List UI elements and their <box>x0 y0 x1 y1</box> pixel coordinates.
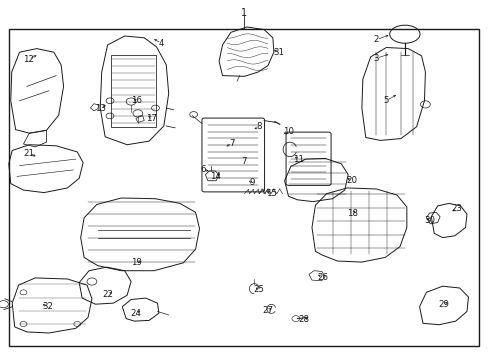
Text: 32: 32 <box>42 302 53 311</box>
Text: 20: 20 <box>346 176 357 185</box>
Text: 11: 11 <box>292 154 303 163</box>
Text: 14: 14 <box>209 172 220 181</box>
Text: 27: 27 <box>262 306 272 315</box>
Text: 15: 15 <box>265 189 276 198</box>
Text: 8: 8 <box>256 122 262 131</box>
Text: 23: 23 <box>451 204 462 213</box>
Text: 5: 5 <box>383 96 388 105</box>
Text: 18: 18 <box>346 209 357 217</box>
Text: 7: 7 <box>241 157 247 166</box>
Bar <box>111 55 155 127</box>
Text: 9: 9 <box>249 178 254 187</box>
Text: 10: 10 <box>283 127 293 136</box>
Text: 2: 2 <box>373 35 379 44</box>
Text: 24: 24 <box>130 309 141 318</box>
Text: 12: 12 <box>23 55 34 64</box>
Text: 7: 7 <box>229 139 235 148</box>
Text: 30: 30 <box>424 216 435 225</box>
Text: 28: 28 <box>298 315 309 324</box>
Text: 21: 21 <box>24 149 35 158</box>
Text: 4: 4 <box>158 39 164 48</box>
Text: 1: 1 <box>241 8 247 18</box>
Text: 3: 3 <box>373 54 379 63</box>
Text: 31: 31 <box>273 48 284 57</box>
Text: 29: 29 <box>438 300 448 309</box>
Text: 26: 26 <box>317 273 327 282</box>
Text: 6: 6 <box>200 165 205 174</box>
Text: 17: 17 <box>146 113 157 122</box>
Text: 25: 25 <box>253 285 264 294</box>
Text: 19: 19 <box>131 258 142 267</box>
Text: 22: 22 <box>102 290 113 299</box>
Text: 13: 13 <box>95 104 105 112</box>
Text: 16: 16 <box>131 96 142 105</box>
Bar <box>9 29 478 346</box>
